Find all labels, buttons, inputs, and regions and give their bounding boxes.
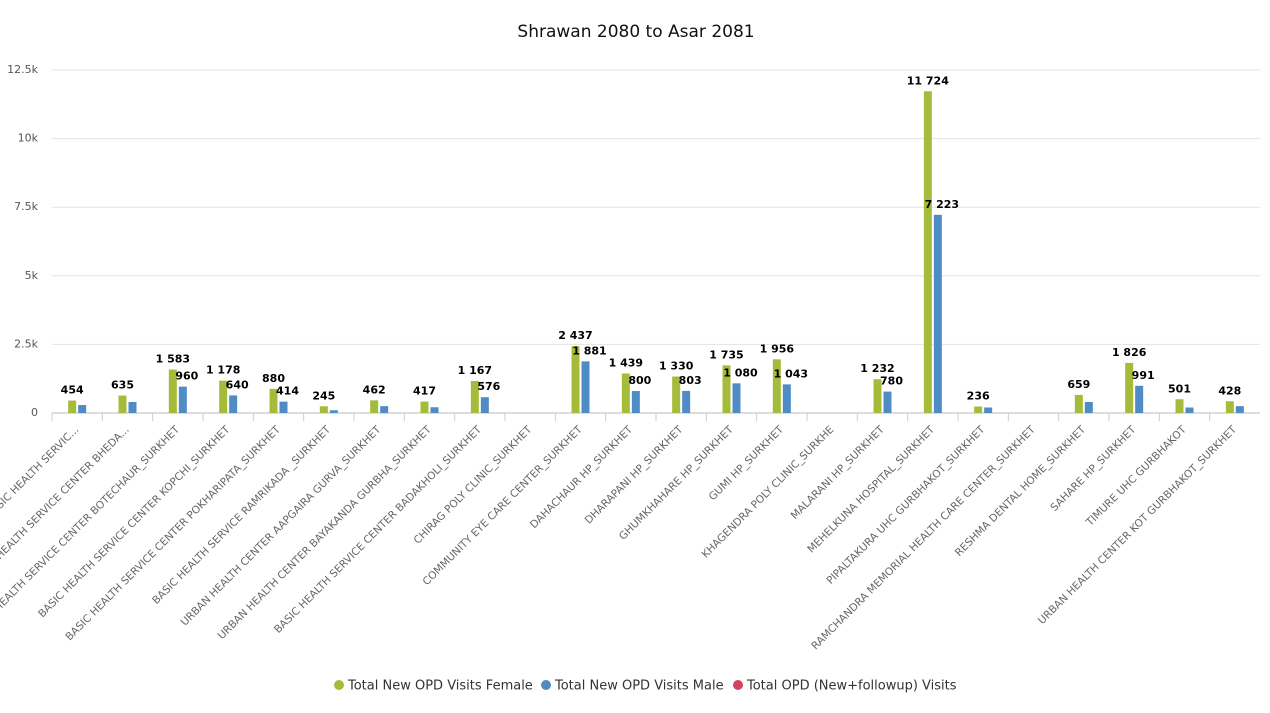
bar <box>319 406 328 413</box>
legend-label: Total New OPD Visits Female <box>347 679 533 694</box>
data-label: 7 223 <box>925 198 959 211</box>
data-label: 800 <box>628 374 651 387</box>
x-tick-label: DAHACHAUR HP_SURKHET <box>528 423 636 531</box>
x-tick-label: BASIC HEALTH SERVICE RAMRIKADA _SURKHET <box>150 423 333 606</box>
bar <box>168 369 177 413</box>
bar <box>279 401 288 413</box>
y-tick-label: 10k <box>18 132 39 145</box>
bar <box>219 380 228 413</box>
bar <box>933 214 942 413</box>
legend-marker <box>334 680 344 690</box>
y-tick-label: 0 <box>31 406 38 419</box>
data-label: 1 043 <box>774 367 808 380</box>
bar <box>1135 385 1144 413</box>
bar <box>571 346 580 413</box>
bar <box>380 406 389 413</box>
x-tick-label: MALARANI HP_SURKHET <box>789 423 888 522</box>
bar <box>873 379 882 413</box>
data-label: 1 330 <box>659 360 694 373</box>
legend-marker <box>733 680 743 690</box>
data-label: 414 <box>276 385 299 398</box>
chart-title: Shrawan 2080 to Asar 2081 <box>517 22 754 42</box>
legend-label: Total New OPD Visits Male <box>554 679 724 694</box>
bar <box>722 365 731 413</box>
x-tick-label: SAHARE HP_SURKHET <box>1048 423 1138 513</box>
bar <box>732 383 741 413</box>
bar <box>621 373 630 413</box>
y-tick-label: 5k <box>25 269 39 282</box>
bar <box>782 384 791 413</box>
data-label: 1 881 <box>572 344 606 357</box>
data-label: 501 <box>1168 382 1191 395</box>
bar <box>1074 394 1083 413</box>
data-label: 428 <box>1218 384 1241 397</box>
data-label: 236 <box>967 390 990 403</box>
data-label: 1 735 <box>709 348 743 361</box>
bar <box>1084 402 1093 413</box>
bar <box>772 359 781 413</box>
data-label: 991 <box>1132 369 1155 382</box>
data-label: 1 232 <box>860 362 894 375</box>
data-label: 880 <box>262 372 285 385</box>
bar <box>470 380 479 413</box>
bar <box>923 91 932 413</box>
bar <box>329 410 338 413</box>
data-label: 1 167 <box>458 364 492 377</box>
bar <box>1235 406 1244 413</box>
legend-marker <box>541 680 551 690</box>
bar <box>269 388 278 413</box>
bar <box>229 395 238 413</box>
bar <box>480 397 489 413</box>
bar <box>68 400 77 413</box>
data-label: 803 <box>679 374 702 387</box>
bar <box>682 390 691 413</box>
data-label: 960 <box>175 370 198 383</box>
data-label: 462 <box>363 383 386 396</box>
data-label: 659 <box>1067 378 1090 391</box>
bar <box>1175 399 1184 413</box>
bar <box>631 391 640 413</box>
x-tick-label: URBAN HEALTH CENTER KOT GURBHAKOT_SURKHE… <box>1036 423 1240 627</box>
bar <box>672 376 681 413</box>
y-tick-label: 2.5k <box>14 337 38 350</box>
bar <box>178 386 187 413</box>
data-label: 780 <box>880 375 903 388</box>
bar <box>1125 362 1134 413</box>
bar <box>370 400 379 413</box>
bar <box>581 361 590 413</box>
y-tick-label: 12.5k <box>7 63 38 76</box>
bar <box>974 406 983 413</box>
data-label: 417 <box>413 385 436 398</box>
data-label: 635 <box>111 379 134 392</box>
bar <box>430 407 439 413</box>
bar <box>883 391 892 413</box>
data-label: 576 <box>477 380 500 393</box>
x-tick-label: BASIC HEALTH SERVICE CENTER BHEDA... <box>0 424 132 587</box>
data-label: 2 437 <box>558 329 592 342</box>
x-tick-label: BASIC HEALTH SERVICE CENTER KOPCHI_SURKH… <box>36 423 233 620</box>
bar <box>1185 407 1194 413</box>
bar <box>118 395 127 413</box>
bar <box>1225 401 1234 413</box>
x-tick-label: TIMURE UHC GURBHAKOT <box>1083 423 1189 529</box>
x-tick-label: DHARAPANI HP_SURKHET <box>583 423 686 526</box>
bar <box>78 405 87 413</box>
bar <box>984 407 993 413</box>
data-label: 640 <box>226 378 249 391</box>
bar <box>420 401 429 413</box>
data-label: 1 583 <box>156 353 190 366</box>
legend-label: Total OPD (New+followup) Visits <box>746 679 957 694</box>
data-label: 1 439 <box>609 357 643 370</box>
bar <box>128 402 137 413</box>
data-label: 1 956 <box>760 342 795 355</box>
data-label: 1 826 <box>1112 346 1147 359</box>
data-label: 1 178 <box>206 364 240 377</box>
data-label: 11 724 <box>907 74 949 87</box>
data-label: 1 080 <box>723 366 758 379</box>
data-label: 454 <box>61 384 84 397</box>
data-label: 245 <box>312 389 335 402</box>
y-tick-label: 7.5k <box>14 200 38 213</box>
